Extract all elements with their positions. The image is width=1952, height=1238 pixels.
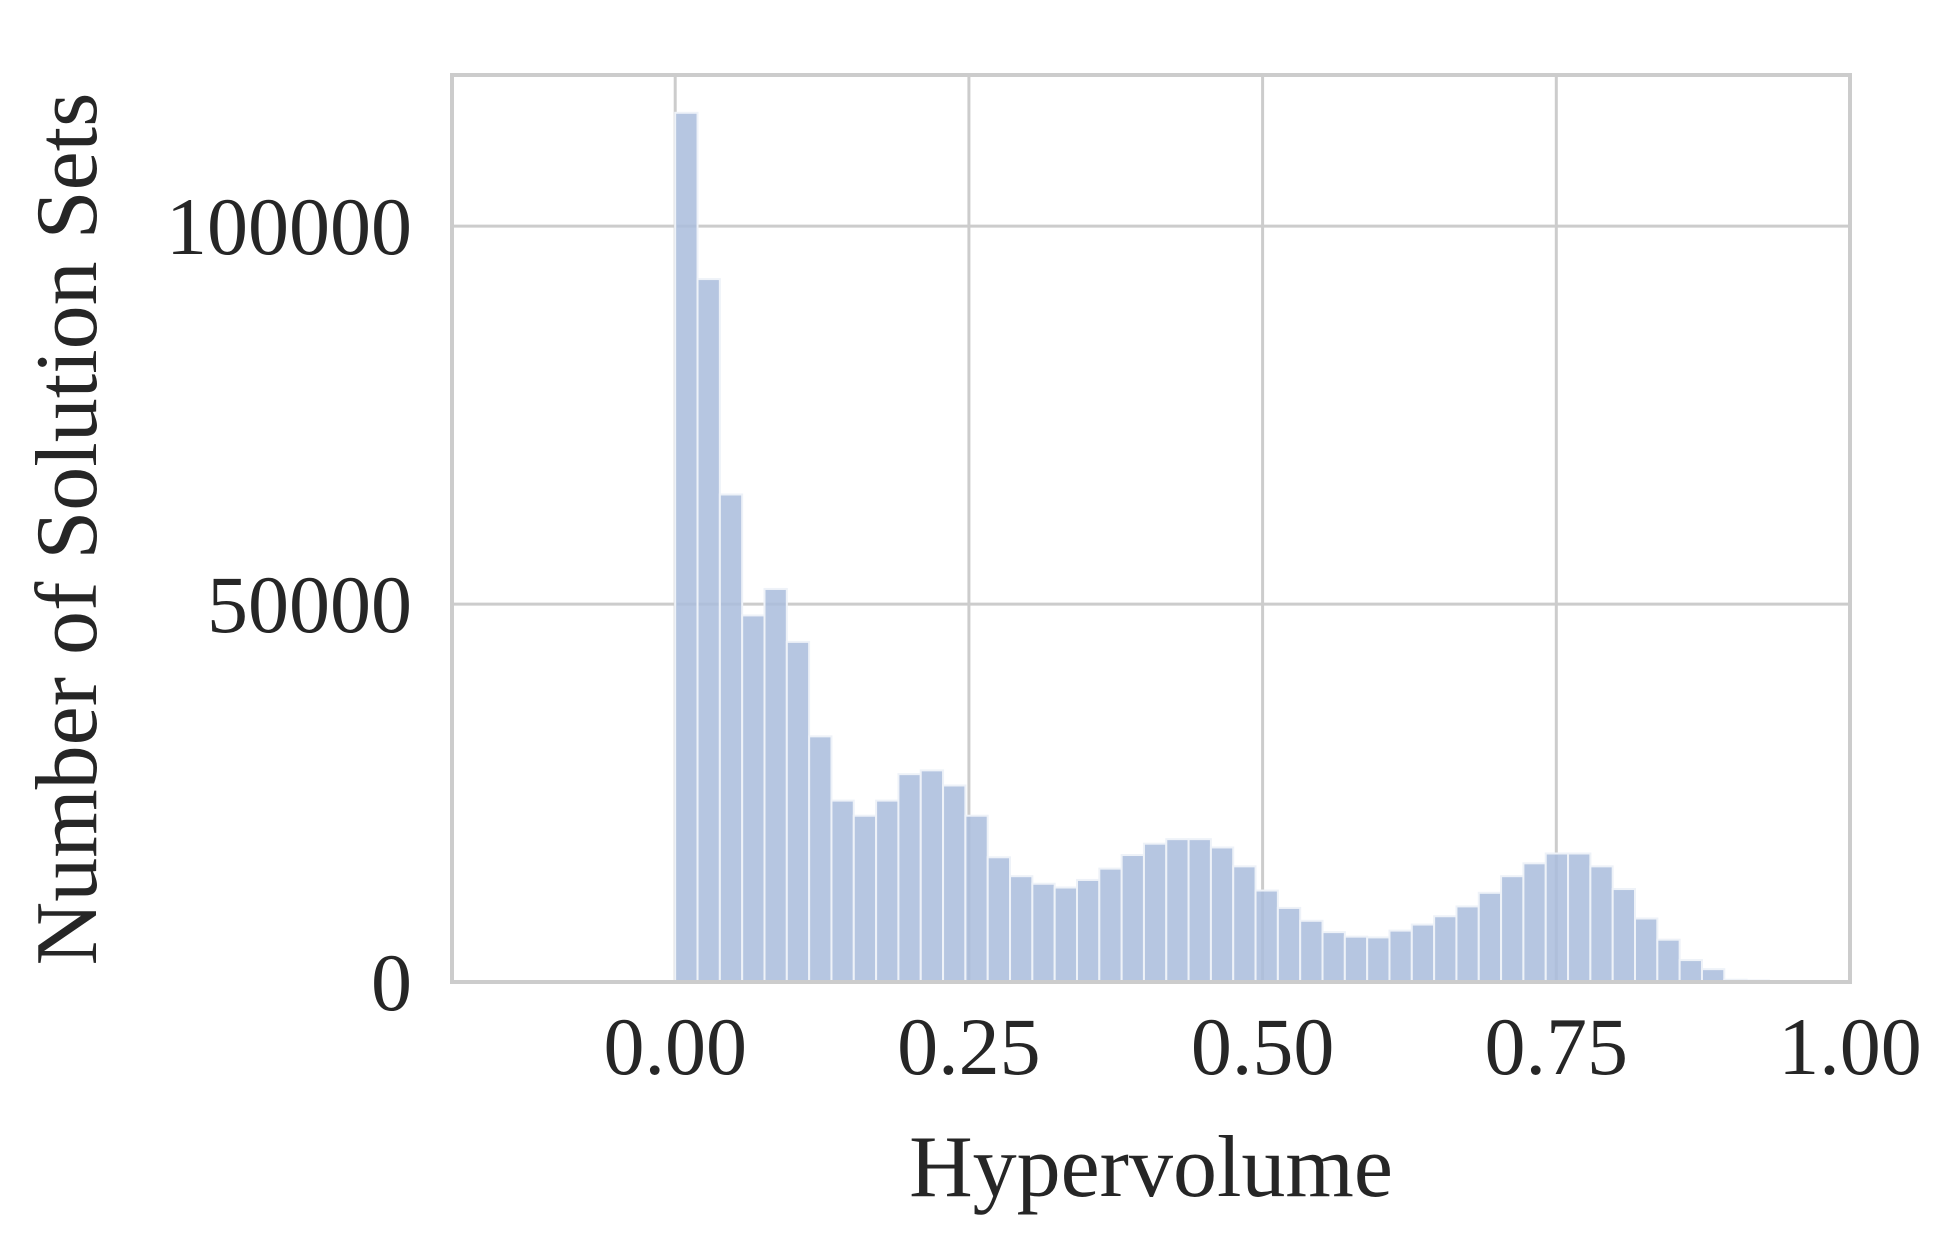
tick-layer: 0.00 0.25 0.50 0.75 1.00 0 50000 100000 (166, 181, 1922, 1092)
histogram-bar (1142, 842, 1168, 983)
histogram-bar (718, 493, 744, 983)
histogram-bar (1276, 906, 1302, 984)
histogram-bar (1366, 936, 1391, 983)
histogram-bar (1299, 919, 1324, 984)
histogram-bar (897, 773, 922, 983)
y-tick-label: 0 (371, 937, 412, 1028)
histogram-bar (1009, 875, 1034, 984)
x-tick-label: 0.75 (1485, 1001, 1629, 1092)
histogram-bar (1343, 935, 1369, 984)
histogram-bar (1053, 886, 1078, 983)
histogram-bar (875, 799, 900, 983)
histogram-bar (1634, 917, 1659, 984)
histogram-bar (1477, 891, 1503, 983)
histogram-bar (1410, 923, 1436, 983)
histogram-bar (1544, 852, 1570, 984)
histogram-bar (1589, 865, 1614, 983)
histogram-bar (986, 856, 1012, 983)
histogram-bar (1165, 838, 1190, 984)
histogram-bar (1678, 959, 1703, 983)
histogram-bar (741, 614, 766, 983)
histogram-bar (1455, 905, 1480, 984)
histogram-bar (1031, 882, 1056, 983)
histogram-bar (919, 769, 945, 983)
x-tick-label: 0.25 (897, 1001, 1041, 1092)
histogram-bar (674, 111, 699, 983)
y-axis-title: Number of Solution Sets (19, 93, 116, 966)
histogram-bar (1433, 915, 1458, 983)
histogram-bar (808, 735, 833, 984)
histogram-bar (1187, 838, 1212, 984)
histogram-bar (830, 799, 855, 983)
histogram-bar (696, 278, 721, 983)
histogram-bar (942, 784, 967, 983)
plot-frame (450, 73, 1852, 984)
histogram-bar (1611, 888, 1637, 983)
histogram-bar (964, 814, 989, 984)
histogram-bar (1388, 929, 1413, 983)
histogram-bar (1075, 878, 1101, 984)
y-tick-label: 50000 (207, 559, 412, 650)
histogram-bar (1120, 854, 1145, 984)
histogram-bar (1209, 846, 1235, 983)
histogram-bar (1500, 875, 1525, 984)
histogram-bar (785, 640, 811, 983)
x-tick-label: 0.00 (603, 1001, 747, 1092)
histogram-bar (1522, 862, 1547, 983)
histogram-bar (1098, 867, 1123, 983)
histogram-bar (1321, 931, 1346, 983)
histogram-bar (1567, 852, 1592, 984)
histogram-bar (1656, 938, 1681, 984)
bar-layer (674, 111, 1770, 984)
x-axis-title: Hypervolume (909, 1119, 1393, 1216)
x-tick-label: 0.50 (1191, 1001, 1335, 1092)
histogram-bar (852, 814, 878, 984)
x-tick-label: 1.00 (1778, 1001, 1922, 1092)
histogram-bar (763, 587, 788, 983)
histogram-bar (1232, 865, 1257, 983)
y-tick-label: 100000 (166, 181, 412, 272)
histogram-bar (1254, 889, 1279, 984)
